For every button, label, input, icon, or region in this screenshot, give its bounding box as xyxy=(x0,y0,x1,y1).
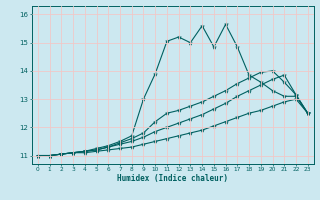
X-axis label: Humidex (Indice chaleur): Humidex (Indice chaleur) xyxy=(117,174,228,183)
